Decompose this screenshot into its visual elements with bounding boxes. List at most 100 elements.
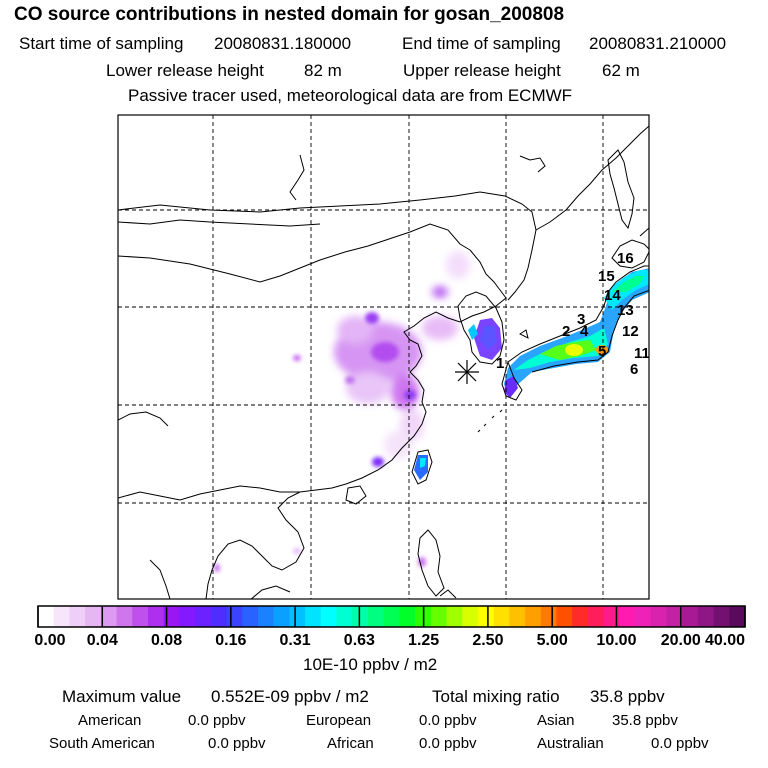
receptor-label-16: 16 <box>617 250 634 267</box>
colorbar-tick-label: 2.50 <box>472 632 504 649</box>
region-european-label: European <box>306 712 372 729</box>
colorbar-cell <box>305 606 322 627</box>
colorbar-cell <box>509 606 526 627</box>
colorbar-cell <box>242 606 259 627</box>
colorbar-cell <box>619 606 636 627</box>
colorbar-cell <box>85 606 102 627</box>
upper-release-value: 62 m <box>602 61 640 80</box>
colorbar-cell <box>53 606 71 627</box>
colorbar-cell <box>399 606 416 627</box>
receptor-label-12: 12 <box>622 323 639 340</box>
colorbar-cell <box>210 606 228 627</box>
colorbar-cell <box>289 606 306 627</box>
region-australian-label: Australian <box>537 735 604 752</box>
receptor-label-5: 5 <box>598 343 607 360</box>
colorbar-cell <box>729 606 746 627</box>
region-american-value: 0.0 ppbv <box>188 712 246 729</box>
colorbar-tick-label: 0.31 <box>279 632 311 649</box>
lower-release-label: Lower release height <box>106 61 264 80</box>
colorbar-cell <box>352 606 369 627</box>
max-value-label: Maximum value <box>62 687 182 706</box>
receptor-label-1: 1 <box>496 355 505 372</box>
region-south-american-label: South American <box>49 735 155 752</box>
colorbar-tick-label: 0.16 <box>215 632 247 649</box>
end-time-value: 20080831.210000 <box>589 34 727 53</box>
colorbar-cell <box>650 606 668 627</box>
receptor-label-15: 15 <box>598 268 615 285</box>
colorbar-unit: 10E-10 ppbv / m2 <box>303 655 438 674</box>
region-african-label: African <box>327 735 374 752</box>
colorbar-tick-label: 0.08 <box>150 632 183 649</box>
colorbar-tick-label: 0.63 <box>343 632 375 649</box>
colorbar-cell <box>446 606 463 627</box>
colorbar-cell <box>697 606 715 627</box>
colorbar-cell <box>587 606 605 627</box>
colorbar-cell <box>430 606 448 627</box>
plot-title: CO source contributions in nested domain… <box>14 4 565 25</box>
receptor-label-13: 13 <box>617 302 634 319</box>
colorbar-cell <box>320 606 338 627</box>
colorbar-cell <box>666 606 683 627</box>
colorbar-frame <box>37 605 746 628</box>
colorbar-cell <box>38 606 55 627</box>
end-time-label: End time of sampling <box>402 34 561 53</box>
colorbar-cell <box>116 606 133 627</box>
colorbar-cell <box>713 606 730 627</box>
colorbar-cell <box>367 606 385 627</box>
colorbar-cell <box>195 606 212 627</box>
colorbar-cell <box>100 606 118 627</box>
colorbar-tick-label: 0.00 <box>34 632 66 649</box>
colorbar-cell <box>525 606 542 627</box>
coastlines <box>118 125 649 599</box>
region-european-value: 0.0 ppbv <box>419 712 477 729</box>
region-south-american-value: 0.0 ppbv <box>208 735 266 752</box>
receptor-label-3: 3 <box>577 311 586 328</box>
concentration-field <box>214 251 649 572</box>
lat-lon-grid <box>118 115 649 599</box>
start-time-value: 20080831.180000 <box>214 34 352 53</box>
max-value: 0.552E-09 ppbv / m2 <box>211 687 369 706</box>
receptor-label-14: 14 <box>604 287 621 304</box>
colorbar-cell <box>69 606 86 627</box>
colorbar-cell <box>603 606 620 627</box>
colorbar-cell <box>383 606 400 627</box>
region-asian-value: 35.8 ppbv <box>612 712 678 729</box>
receptor-label-11: 11 <box>634 345 650 362</box>
colorbar-cell <box>179 606 196 627</box>
colorbar-cell <box>572 606 589 627</box>
region-asian-label: Asian <box>537 712 575 729</box>
region-american-label: American <box>78 712 142 729</box>
colorbar-cell <box>462 606 479 627</box>
colorbar-cell <box>273 606 290 627</box>
asterisk-icon <box>455 360 479 384</box>
colorbar-cell <box>226 606 243 627</box>
colorbar-cell <box>163 606 180 627</box>
colorbar-cell <box>493 606 510 627</box>
lower-release-value: 82 m <box>304 61 342 80</box>
colorbar-cell <box>336 606 353 627</box>
colorbar-cell <box>682 606 699 627</box>
receptor-label-2: 2 <box>562 323 571 340</box>
colorbar-cell <box>257 606 275 627</box>
colorbar-tick-label: 0.04 <box>86 632 118 649</box>
colorbar-cell <box>540 606 558 627</box>
total-mixing-value: 35.8 ppbv <box>590 687 665 706</box>
map-frame <box>117 114 650 600</box>
colorbar-tick-label: 5.00 <box>536 632 568 649</box>
colorbar-cell <box>147 606 165 627</box>
colorbar-cell <box>132 606 149 627</box>
region-african-value: 0.0 ppbv <box>419 735 477 752</box>
colorbar-cell <box>635 606 652 627</box>
colorbar-tick-label: 40.00 <box>704 632 746 649</box>
upper-release-label: Upper release height <box>403 61 561 80</box>
start-time-label: Start time of sampling <box>19 34 184 53</box>
receptor-label-4: 4 <box>580 323 589 340</box>
colorbar-tick-label: 10.00 <box>596 632 637 649</box>
colorbar-cell <box>477 606 495 627</box>
colorbar-tick-label: 20.00 <box>660 632 701 649</box>
receptor-label-6: 6 <box>630 361 639 378</box>
tracer-note: Passive tracer used, meteorological data… <box>128 86 573 105</box>
region-australian-value: 0.0 ppbv <box>651 735 709 752</box>
